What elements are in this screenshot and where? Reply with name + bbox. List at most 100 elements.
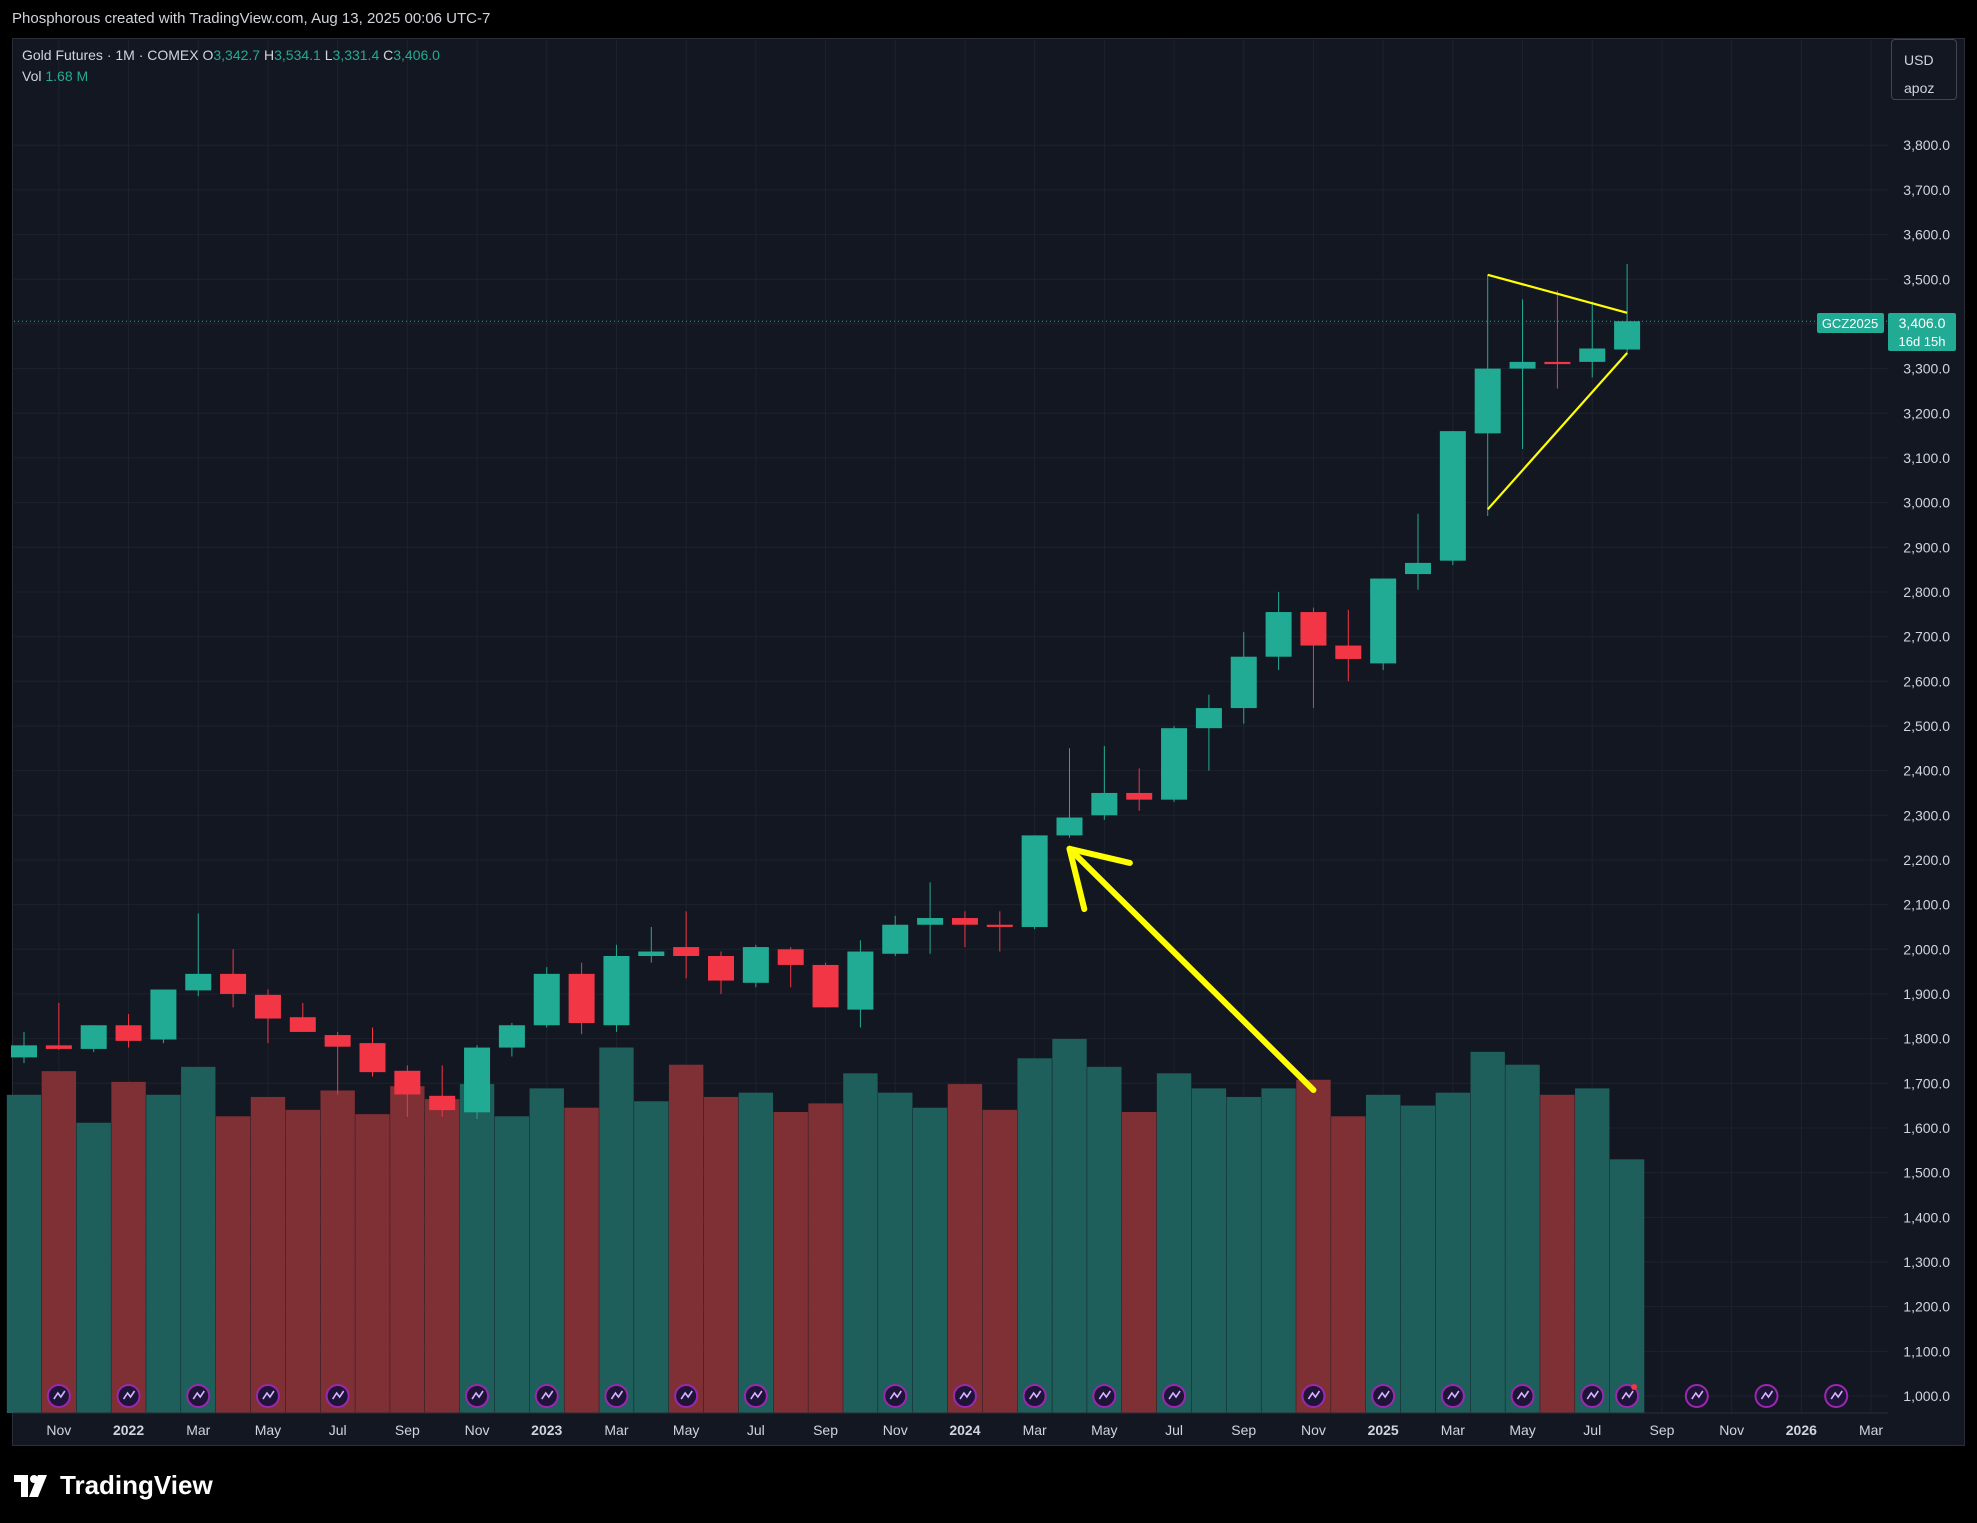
time-tick-label: May — [255, 1422, 281, 1438]
event-marker-glyph — [889, 1390, 902, 1400]
event-marker-icon — [1162, 1384, 1187, 1408]
time-tick-label: Sep — [395, 1422, 420, 1438]
candle-body — [986, 924, 1013, 927]
event-marker-glyph — [1028, 1390, 1042, 1400]
price-tick-label: 2,200.0 — [1903, 852, 1950, 868]
tradingview-logo-icon — [14, 1474, 47, 1497]
price-axis[interactable]: 1,000.0 1,100.0 1,200.0 1,300.0 1,400.0 1,500… — [1903, 137, 1950, 1404]
candle-body — [777, 949, 804, 965]
volume-bar — [1505, 1064, 1540, 1413]
candlestick-chart[interactable]: 1,000.0 1,100.0 1,200.0 1,300.0 1,400.0 1,500… — [0, 0, 1977, 1446]
candle-body — [429, 1095, 456, 1111]
time-tick-label: Nov — [883, 1422, 908, 1438]
event-marker-icon — [1301, 1384, 1326, 1408]
volume-bar — [390, 1086, 425, 1413]
event-marker-icon — [46, 1384, 71, 1408]
price-tick-label: 3,500.0 — [1903, 271, 1950, 287]
tradingview-logo-text: TradingView — [60, 1470, 213, 1500]
event-marker-glyph — [1447, 1390, 1460, 1400]
time-tick-label: Sep — [1231, 1422, 1256, 1438]
volume-bar — [1575, 1088, 1610, 1413]
candle-body — [638, 951, 665, 957]
price-tick-label: 3,100.0 — [1903, 450, 1950, 466]
time-tick-label: Mar — [1023, 1422, 1047, 1438]
time-tick-label: Jul — [747, 1422, 765, 1438]
candle-body — [1161, 728, 1188, 800]
volume-bar — [599, 1047, 634, 1413]
event-marker-icon — [1371, 1384, 1396, 1408]
event-marker-glyph — [1691, 1390, 1704, 1400]
currency-unit-button[interactable]: USD apoz — [1891, 39, 1957, 100]
time-tick-label: Nov — [1719, 1422, 1744, 1438]
volume-bar — [41, 1071, 77, 1413]
time-tick-label: Mar — [604, 1422, 628, 1438]
candle-body — [533, 973, 560, 1026]
event-marker-glyph — [192, 1390, 205, 1400]
candle-body — [1405, 562, 1431, 575]
volume-bar — [76, 1122, 111, 1413]
event-marker-dot — [1631, 1384, 1638, 1390]
event-marker-icon — [1510, 1384, 1535, 1408]
event-markers — [46, 1384, 1849, 1408]
time-tick-label: Mar — [186, 1422, 210, 1438]
event-marker-icon — [604, 1384, 629, 1408]
volume-bar — [1191, 1088, 1227, 1413]
event-marker-icon — [1754, 1384, 1779, 1408]
candle-body — [1126, 792, 1153, 800]
volume-bar — [111, 1081, 146, 1413]
currency-unit: apoz — [1904, 80, 1935, 96]
candle-body — [742, 947, 769, 983]
candle-body — [11, 1045, 37, 1058]
time-tick-label: Mar — [1441, 1422, 1465, 1438]
volume-bar — [146, 1094, 181, 1413]
time-tick-label: 2023 — [531, 1422, 562, 1438]
event-marker-icon — [952, 1384, 977, 1408]
event-marker-icon — [1092, 1384, 1117, 1408]
tradingview-logo[interactable]: TradingView — [14, 1470, 213, 1501]
volume-bar — [982, 1109, 1017, 1413]
candle-body — [1614, 321, 1641, 350]
event-marker-glyph — [541, 1390, 554, 1400]
candle-body — [917, 918, 944, 925]
candle-body — [464, 1047, 491, 1113]
event-marker-icon — [743, 1384, 768, 1408]
candle-body — [394, 1070, 421, 1095]
volume-bar — [355, 1114, 390, 1413]
event-marker-glyph — [471, 1390, 484, 1400]
price-tick-label: 2,700.0 — [1903, 629, 1950, 645]
arrow-drawing-head — [1066, 845, 1133, 913]
volume-bar — [703, 1096, 739, 1413]
candle-body — [847, 951, 874, 1010]
volume-bar — [425, 1099, 460, 1413]
volume-bar — [1017, 1058, 1052, 1413]
volume-bar — [320, 1090, 355, 1413]
time-tick-label: 2022 — [113, 1422, 144, 1438]
price-tick-label: 2,000.0 — [1903, 941, 1950, 957]
volume-bar — [564, 1107, 599, 1413]
candle-body — [185, 973, 212, 991]
price-tick-label: 1,600.0 — [1903, 1120, 1950, 1136]
price-tick-label: 2,300.0 — [1903, 807, 1950, 823]
ticker-text: GCZ2025 — [1822, 316, 1878, 331]
volume-bar — [1226, 1096, 1261, 1413]
event-marker-icon — [1615, 1384, 1640, 1408]
candle-body — [150, 989, 177, 1040]
volume-bar — [738, 1092, 774, 1413]
candle-body — [1230, 656, 1257, 709]
volume-bar — [912, 1107, 948, 1413]
event-marker-glyph — [1516, 1390, 1530, 1400]
volume-bar — [494, 1116, 530, 1413]
last-price-label: GCZ2025 3,406.0 16d 15h — [1817, 313, 1956, 351]
price-tick-label: 1,700.0 — [1903, 1075, 1950, 1091]
price-tick-label: 1,200.0 — [1903, 1299, 1950, 1315]
candle-body — [1439, 431, 1466, 561]
candle-body — [1370, 578, 1397, 664]
candle-body — [882, 924, 909, 954]
candle-body — [1300, 612, 1327, 646]
drawings[interactable] — [1066, 273, 1628, 1094]
time-axis[interactable]: Nov 2022 Mar May Jul Sep Nov 2023 Mar May Jul Sep No… — [14, 1412, 1888, 1438]
volume-bar — [6, 1094, 42, 1413]
price-tick-label: 1,900.0 — [1903, 986, 1950, 1002]
volume-bar — [878, 1092, 913, 1413]
price-tick-label: 2,900.0 — [1903, 539, 1950, 555]
